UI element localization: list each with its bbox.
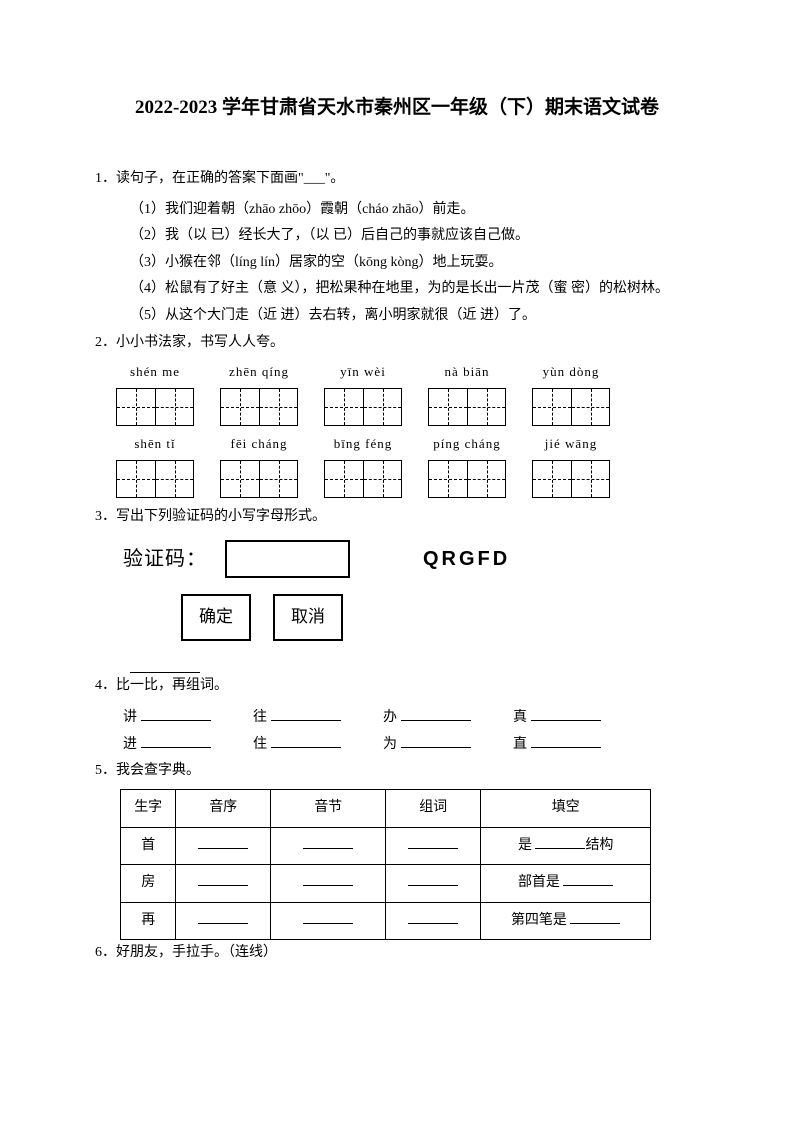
q4-blank[interactable] bbox=[141, 704, 211, 721]
pinyin-box: zhēn qíng bbox=[220, 360, 298, 426]
cell-char: 再 bbox=[121, 902, 176, 940]
q4-blank[interactable] bbox=[531, 731, 601, 748]
verify-label: 验证码： bbox=[123, 540, 207, 578]
q6-stem: 6．好朋友，手拉手。（连线） bbox=[95, 940, 699, 967]
verify-widget: 验证码： QRGFD 确定 取消 bbox=[95, 540, 699, 640]
verify-code: QRGFD bbox=[423, 540, 510, 578]
q1-item-4: （4）松鼠有了好主（意 义），把松果种在地里，为的是长出一片茂（蜜 密）的松树林… bbox=[95, 276, 699, 303]
pinyin-box: yùn dòng bbox=[532, 360, 610, 426]
q4-char: 办 bbox=[383, 705, 397, 732]
q4-char: 为 bbox=[383, 732, 397, 759]
table-row: 再 第四笔是 bbox=[121, 902, 651, 940]
pinyin-box: yīn wèi bbox=[324, 360, 402, 426]
pinyin-box: jié wāng bbox=[532, 432, 610, 498]
q2-stem: 2．小小书法家，书写人人夸。 bbox=[95, 330, 699, 357]
cell-blank[interactable] bbox=[198, 910, 248, 924]
q1-item-3: （3）小猴在邻（líng lín）居家的空（kōng kòng）地上玩耍。 bbox=[95, 250, 699, 277]
cell-blank[interactable] bbox=[303, 835, 353, 849]
cancel-button[interactable]: 取消 bbox=[273, 594, 343, 640]
q4-blank[interactable] bbox=[271, 704, 341, 721]
cell-blank[interactable] bbox=[408, 910, 458, 924]
page-title: 2022-2023 学年甘肃省天水市秦州区一年级（下）期末语文试卷 bbox=[95, 90, 699, 126]
q4-stem: 4．比一比，再组词。 bbox=[95, 673, 699, 700]
q4-blank[interactable] bbox=[401, 704, 471, 721]
q1-item-2: （2）我（以 已）经长大了，（以 已）后自己的事就应该自己做。 bbox=[95, 223, 699, 250]
th: 生字 bbox=[121, 790, 176, 828]
pinyin-label: shén me bbox=[116, 360, 194, 385]
ok-button[interactable]: 确定 bbox=[181, 594, 251, 640]
th: 填空 bbox=[481, 790, 651, 828]
table-header-row: 生字 音序 音节 组词 填空 bbox=[121, 790, 651, 828]
pinyin-label: yīn wèi bbox=[324, 360, 402, 385]
pinyin-label: fēi cháng bbox=[220, 432, 298, 457]
q2-row-1: shén me zhēn qíng yīn wèi nà biān yùn dò… bbox=[95, 360, 699, 426]
cell-blank[interactable] bbox=[408, 835, 458, 849]
q1-item-5: （5）从这个大门走（近 进）去右转，离小明家就很（近 进）了。 bbox=[95, 303, 699, 330]
pinyin-label: nà biān bbox=[428, 360, 506, 385]
pinyin-box: bīng féng bbox=[324, 432, 402, 498]
th: 音节 bbox=[271, 790, 386, 828]
pinyin-box: nà biān bbox=[428, 360, 506, 426]
q4-char: 往 bbox=[253, 705, 267, 732]
cell-blank[interactable] bbox=[198, 835, 248, 849]
q4-grid: 讲 往 办 真 进 住 为 直 bbox=[95, 704, 699, 759]
q1-stem: 1．读句子，在正确的答案下面画"___"。 bbox=[95, 166, 699, 193]
pinyin-label: jié wāng bbox=[532, 432, 610, 457]
q4-char: 进 bbox=[123, 732, 137, 759]
pinyin-box: fēi cháng bbox=[220, 432, 298, 498]
dict-table: 生字 音序 音节 组词 填空 首 是 结构 房 部首是 再 第四笔是 bbox=[120, 789, 651, 940]
q2-row-2: shēn tǐ fēi cháng bīng féng píng cháng j… bbox=[95, 432, 699, 498]
pinyin-label: zhēn qíng bbox=[220, 360, 298, 385]
table-row: 房 部首是 bbox=[121, 865, 651, 903]
pinyin-box: píng cháng bbox=[428, 432, 506, 498]
q4-blank[interactable] bbox=[401, 731, 471, 748]
q4-blank[interactable] bbox=[141, 731, 211, 748]
cell-blank[interactable] bbox=[535, 835, 585, 849]
q4-char: 直 bbox=[513, 732, 527, 759]
cell-blank[interactable] bbox=[570, 910, 620, 924]
cell-fill: 第四笔是 bbox=[481, 902, 651, 940]
pinyin-label: shēn tǐ bbox=[116, 432, 194, 457]
cell-fill: 部首是 bbox=[481, 865, 651, 903]
cell-blank[interactable] bbox=[303, 872, 353, 886]
table-row: 首 是 结构 bbox=[121, 827, 651, 865]
pinyin-label: yùn dòng bbox=[532, 360, 610, 385]
th: 组词 bbox=[386, 790, 481, 828]
th: 音序 bbox=[176, 790, 271, 828]
q4-blank[interactable] bbox=[271, 731, 341, 748]
q3-stem: 3．写出下列验证码的小写字母形式。 bbox=[95, 504, 699, 531]
pinyin-label: píng cháng bbox=[428, 432, 506, 457]
pinyin-box: shēn tǐ bbox=[116, 432, 194, 498]
q4-char: 讲 bbox=[123, 705, 137, 732]
pinyin-box: shén me bbox=[116, 360, 194, 426]
q4-char: 住 bbox=[253, 732, 267, 759]
q3-answer-blank[interactable] bbox=[130, 656, 200, 673]
q1-item-1: （1）我们迎着朝（zhāo zhōo）霞朝（cháo zhāo）前走。 bbox=[95, 197, 699, 224]
verify-input[interactable] bbox=[225, 540, 350, 578]
cell-char: 房 bbox=[121, 865, 176, 903]
pinyin-label: bīng féng bbox=[324, 432, 402, 457]
cell-blank[interactable] bbox=[198, 872, 248, 886]
cell-fill: 是 结构 bbox=[481, 827, 651, 865]
q5-stem: 5．我会查字典。 bbox=[95, 758, 699, 785]
cell-blank[interactable] bbox=[303, 910, 353, 924]
q4-blank[interactable] bbox=[531, 704, 601, 721]
cell-blank[interactable] bbox=[408, 872, 458, 886]
q4-char: 真 bbox=[513, 705, 527, 732]
cell-blank[interactable] bbox=[563, 872, 613, 886]
cell-char: 首 bbox=[121, 827, 176, 865]
